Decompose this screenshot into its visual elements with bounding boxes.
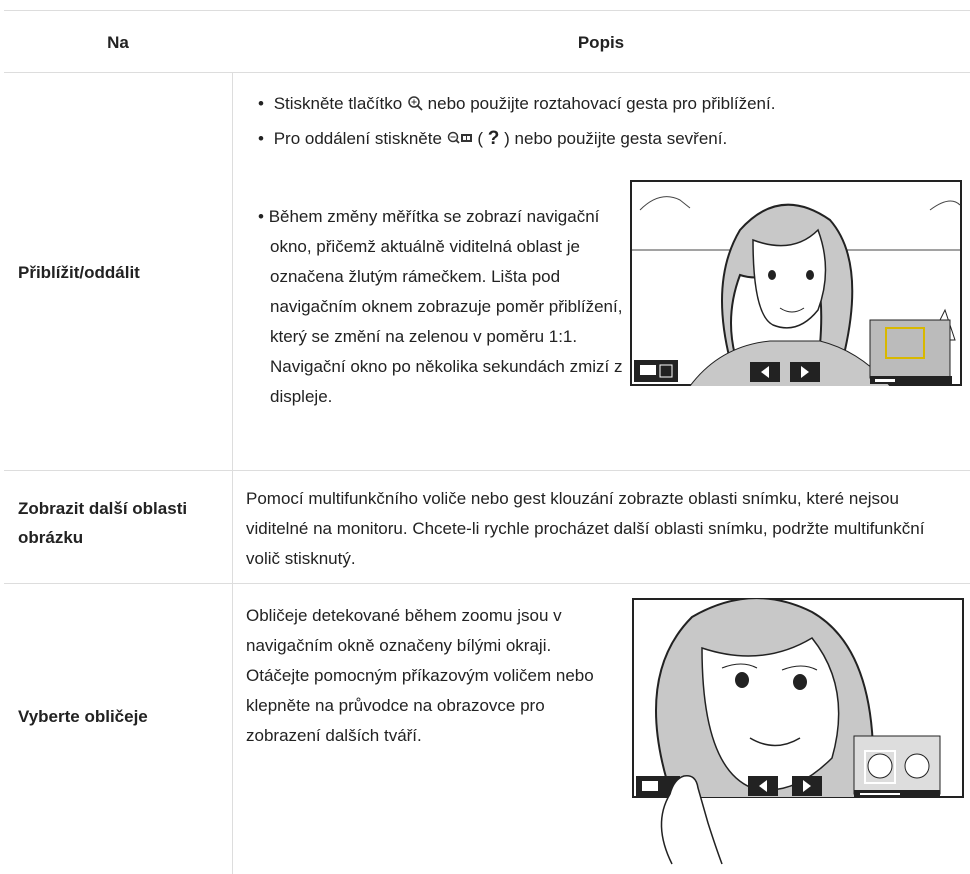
illustration bbox=[630, 180, 962, 386]
text: nebo použijte gesta sevření. bbox=[514, 129, 728, 148]
row-label: Zobrazit další oblasti obrázku bbox=[18, 499, 188, 547]
row-label: Vyberte obličeje bbox=[18, 707, 148, 726]
cell-text: Pomocí multifunkčního voliče nebo gest k… bbox=[246, 489, 925, 568]
text: Stiskněte tlačítko bbox=[273, 94, 403, 113]
illustration bbox=[632, 598, 964, 865]
rule bbox=[4, 470, 970, 471]
note: • Během změny měřítka se zobrazí navigač… bbox=[258, 207, 623, 406]
zoom-in-icon bbox=[408, 96, 423, 111]
rule bbox=[4, 10, 970, 11]
text: Pro oddálení stiskněte bbox=[273, 129, 442, 148]
text: ( bbox=[477, 129, 484, 148]
zoom-out-icon bbox=[447, 131, 472, 144]
text: Během změny měřítka se zobrazí navigační… bbox=[268, 207, 623, 406]
header-cell: Na bbox=[107, 33, 129, 52]
header-cell: Popis bbox=[577, 33, 625, 52]
text: ) bbox=[504, 129, 510, 148]
key: ? bbox=[487, 128, 500, 149]
bullet: Stiskněte tlačítko nebo použijte roztaho… bbox=[258, 94, 776, 114]
bullet: Pro oddálení stiskněte ( ? ) nebo použij… bbox=[258, 128, 728, 150]
text: nebo použijte roztahovací gesta pro přib… bbox=[427, 94, 776, 113]
cell-text: Obličeje detekované během zoomu jsou v n… bbox=[246, 606, 594, 745]
row-label: Přiblížit/oddálit bbox=[18, 263, 140, 282]
rule bbox=[4, 583, 970, 584]
column-divider bbox=[232, 72, 233, 874]
rule bbox=[4, 72, 970, 73]
